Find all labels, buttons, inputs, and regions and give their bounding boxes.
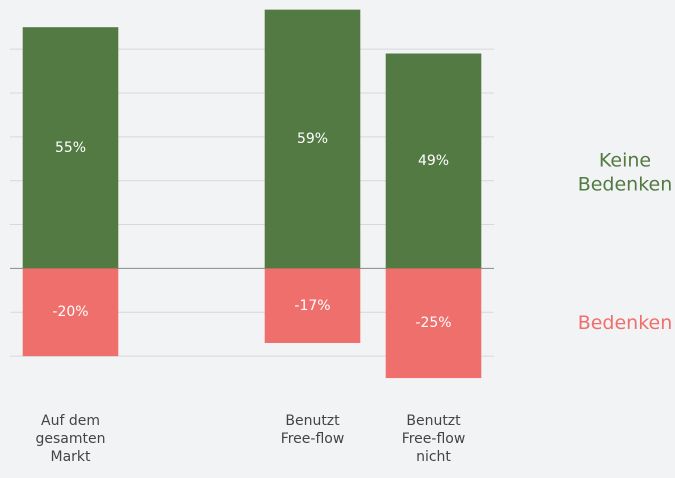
value-label: -17%	[294, 297, 331, 314]
bar	[264, 268, 361, 343]
value-label: 49%	[417, 152, 450, 169]
legend-label: Keine Bedenken	[577, 149, 673, 195]
bar	[22, 268, 119, 357]
value-label: -25%	[415, 315, 452, 332]
bar	[22, 27, 119, 269]
x-tick-label: Auf dem gesamten Markt	[35, 413, 106, 466]
x-tick-label: Benutzt Free-flow nicht	[401, 413, 466, 466]
bar	[385, 53, 482, 269]
value-label: 59%	[296, 130, 329, 147]
bar	[385, 268, 482, 379]
bar	[264, 9, 361, 269]
value-label: 55%	[54, 139, 87, 156]
value-label: -20%	[52, 304, 89, 321]
x-tick-label: Benutzt Free-flow	[280, 413, 345, 448]
legend-label: Bedenken	[577, 311, 673, 334]
